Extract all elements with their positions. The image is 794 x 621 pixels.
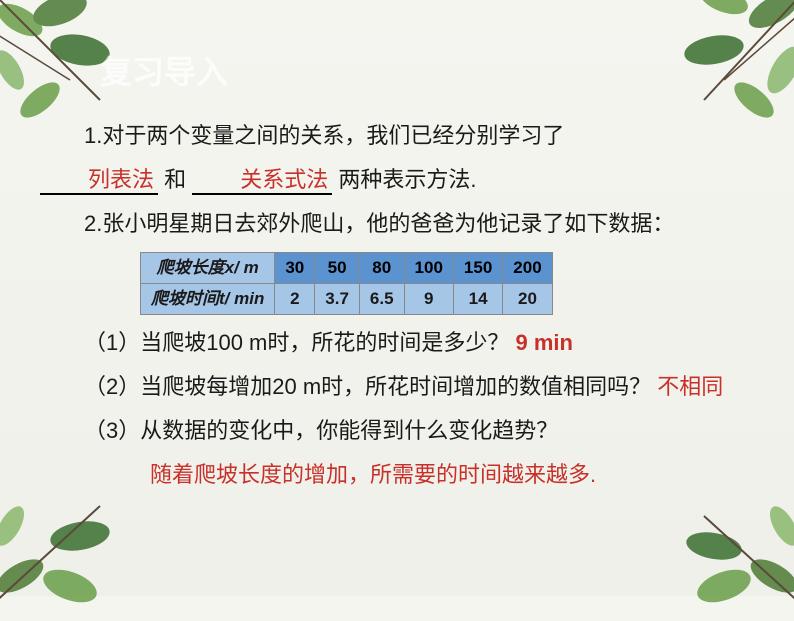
para1-prefix: 1.对于两个变量之间的关系，我们已经分别学习了 xyxy=(84,123,564,148)
paragraph-1: 1.对于两个变量之间的关系，我们已经分别学习了 列表法 和 关系式法 两种表示方… xyxy=(40,114,754,202)
paragraph-2: 2.张小明星期日去郊外爬山，他的爸爸为他记录了如下数据： xyxy=(40,202,754,246)
question-3: （3）从数据的变化中，你能得到什么变化趋势？ xyxy=(40,409,754,453)
t-val-5: 20 xyxy=(503,283,552,314)
x-val-3: 100 xyxy=(404,253,453,284)
section-title: 复习导入 xyxy=(100,40,754,104)
para1-suffix: 两种表示方法. xyxy=(338,167,476,192)
x-val-1: 50 xyxy=(315,253,360,284)
data-table: 爬坡长度x/ m 30 50 80 100 150 200 爬坡时间t/ min… xyxy=(140,252,754,315)
t-val-3: 9 xyxy=(404,283,453,314)
question-1: （1）当爬坡100 m时，所花的时间是多少？ 9 min xyxy=(40,321,754,365)
answer-1: 9 min xyxy=(516,330,573,355)
x-val-5: 200 xyxy=(503,253,552,284)
row2-label: 爬坡时间t/ min xyxy=(141,283,275,314)
content-area: 复习导入 1.对于两个变量之间的关系，我们已经分别学习了 列表法 和 关系式法 … xyxy=(40,40,754,497)
t-val-1: 3.7 xyxy=(315,283,360,314)
blank-2: 关系式法 xyxy=(192,167,332,195)
blank-1: 列表法 xyxy=(40,167,158,195)
x-val-4: 150 xyxy=(453,253,502,284)
t-val-2: 6.5 xyxy=(359,283,404,314)
answer-3: 随着爬坡长度的增加，所需要的时间越来越多. xyxy=(40,453,754,497)
row1-label: 爬坡长度x/ m xyxy=(141,253,275,284)
para1-mid: 和 xyxy=(164,167,186,192)
t-val-0: 2 xyxy=(275,283,315,314)
question-2: （2）当爬坡每增加20 m时，所花时间增加的数值相同吗？ 不相同 xyxy=(40,365,754,409)
x-val-0: 30 xyxy=(275,253,315,284)
x-val-2: 80 xyxy=(359,253,404,284)
t-val-4: 14 xyxy=(453,283,502,314)
answer-2: 不相同 xyxy=(657,374,723,399)
